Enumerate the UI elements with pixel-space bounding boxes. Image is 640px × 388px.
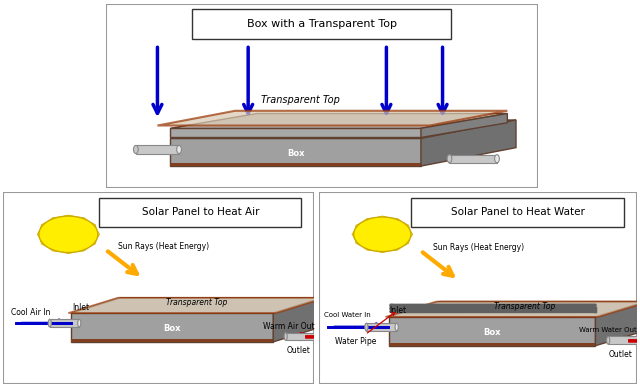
Ellipse shape (365, 323, 368, 331)
Text: Box: Box (483, 328, 501, 337)
Ellipse shape (284, 333, 287, 340)
Text: Box: Box (164, 324, 181, 333)
Polygon shape (72, 298, 323, 313)
Text: Transparent Top: Transparent Top (495, 301, 556, 311)
Polygon shape (63, 252, 74, 254)
FancyBboxPatch shape (106, 4, 538, 188)
Text: Inlet: Inlet (390, 307, 407, 315)
Polygon shape (49, 248, 59, 251)
Polygon shape (377, 251, 388, 253)
Text: Box: Box (287, 149, 305, 158)
Ellipse shape (495, 155, 499, 163)
Polygon shape (404, 240, 410, 246)
Polygon shape (170, 139, 421, 166)
Ellipse shape (447, 155, 452, 163)
Ellipse shape (134, 146, 138, 154)
Polygon shape (421, 114, 508, 137)
Polygon shape (392, 218, 401, 222)
Polygon shape (170, 114, 508, 128)
Polygon shape (404, 223, 410, 229)
Polygon shape (377, 216, 388, 217)
Text: Sun Rays (Heat Energy): Sun Rays (Heat Energy) (433, 243, 524, 252)
Polygon shape (97, 231, 100, 238)
Text: Solar Panel to Heat Air: Solar Panel to Heat Air (141, 207, 259, 217)
Polygon shape (364, 247, 373, 251)
Polygon shape (388, 343, 595, 346)
Polygon shape (49, 217, 59, 221)
Ellipse shape (77, 319, 81, 327)
Bar (367, 323, 397, 331)
Ellipse shape (395, 323, 398, 331)
Polygon shape (72, 313, 273, 342)
Polygon shape (352, 231, 355, 238)
Text: Transparent Top: Transparent Top (260, 95, 339, 105)
Ellipse shape (177, 146, 181, 154)
Polygon shape (273, 298, 323, 342)
Polygon shape (78, 248, 88, 251)
Polygon shape (595, 301, 640, 346)
Polygon shape (157, 111, 508, 125)
Ellipse shape (607, 336, 610, 344)
Polygon shape (421, 120, 516, 166)
Polygon shape (410, 231, 413, 238)
Polygon shape (90, 222, 97, 229)
FancyBboxPatch shape (319, 192, 637, 384)
Text: Transparent Top: Transparent Top (166, 298, 227, 307)
Polygon shape (37, 231, 40, 238)
Circle shape (354, 217, 411, 251)
Text: Warm Air Out: Warm Air Out (263, 322, 315, 331)
Polygon shape (40, 222, 46, 229)
Bar (136, 146, 179, 154)
Circle shape (39, 216, 98, 253)
Text: Cool Water In: Cool Water In (324, 312, 371, 319)
Polygon shape (355, 223, 361, 229)
Ellipse shape (48, 319, 51, 327)
Bar (50, 319, 79, 327)
Ellipse shape (315, 333, 318, 340)
Polygon shape (392, 247, 401, 251)
Polygon shape (40, 240, 46, 246)
Ellipse shape (638, 336, 640, 344)
FancyBboxPatch shape (3, 192, 314, 384)
Text: Water Pipe: Water Pipe (335, 312, 395, 346)
Text: Inlet: Inlet (72, 303, 90, 312)
Polygon shape (388, 301, 640, 317)
Polygon shape (90, 240, 97, 246)
Polygon shape (78, 217, 88, 221)
Polygon shape (63, 215, 74, 217)
Polygon shape (170, 163, 421, 166)
Text: Cool Air In: Cool Air In (12, 308, 51, 317)
Text: Warm Water Out: Warm Water Out (579, 327, 637, 333)
FancyBboxPatch shape (192, 9, 451, 39)
Text: Sun Rays (Heat Energy): Sun Rays (Heat Energy) (118, 242, 209, 251)
Text: Outlet: Outlet (609, 350, 633, 359)
Polygon shape (355, 240, 361, 246)
Bar (449, 155, 497, 163)
Polygon shape (364, 218, 373, 222)
Polygon shape (68, 298, 326, 313)
FancyBboxPatch shape (411, 198, 624, 227)
Bar (608, 336, 640, 344)
Text: Box with a Transparent Top: Box with a Transparent Top (246, 19, 397, 29)
Polygon shape (388, 317, 595, 346)
Bar (285, 333, 317, 340)
Polygon shape (170, 120, 516, 139)
Text: Outlet: Outlet (286, 346, 310, 355)
Polygon shape (385, 301, 640, 317)
Polygon shape (72, 339, 273, 342)
Polygon shape (170, 128, 421, 137)
Text: Solar Panel to Heat Water: Solar Panel to Heat Water (451, 207, 584, 217)
FancyBboxPatch shape (99, 198, 301, 227)
